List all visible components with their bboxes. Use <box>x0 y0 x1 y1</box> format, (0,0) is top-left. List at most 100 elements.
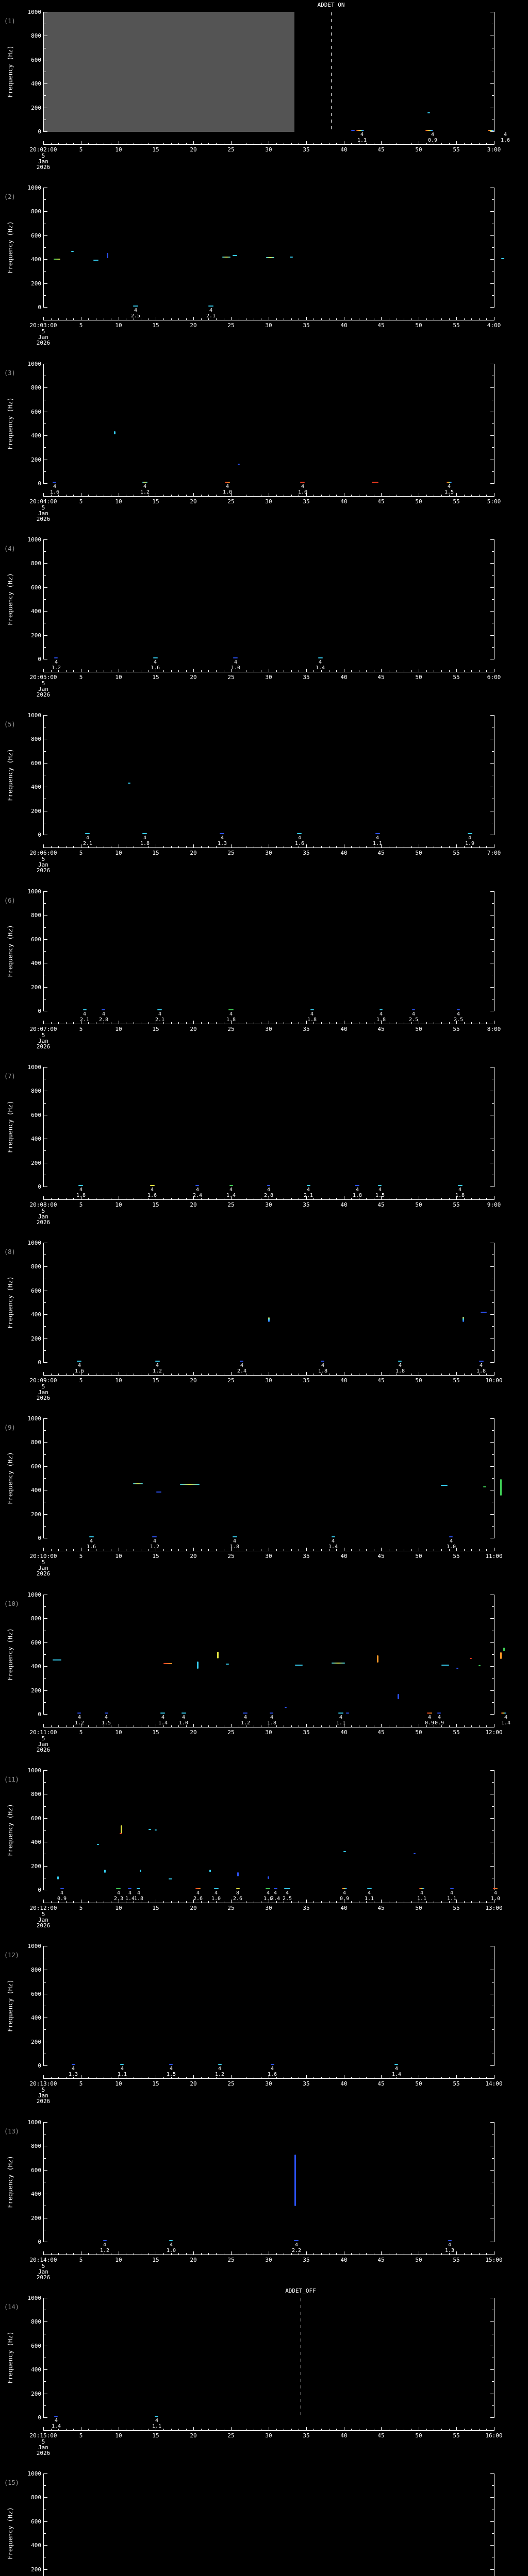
time-tick <box>193 1724 194 1727</box>
time-tick <box>321 2253 322 2255</box>
time-tick <box>88 846 89 848</box>
end-time-label: 8:00 <box>487 1026 501 1032</box>
detection-mark <box>133 1483 143 1484</box>
freq-tick-label: 1000 <box>27 2470 42 2477</box>
time-tick <box>479 2253 480 2255</box>
start-time-label: 20:05:00 <box>29 674 57 681</box>
freq-axis <box>43 1946 44 2066</box>
call-score-label: 1.6 <box>86 1544 96 1550</box>
time-tick <box>163 1374 164 1375</box>
time-tick-label: 55 <box>453 850 460 856</box>
freq-tick <box>490 1362 494 1363</box>
freq-tick <box>44 199 46 200</box>
time-tick-label: 25 <box>227 1201 235 1208</box>
time-tick <box>208 1374 209 1375</box>
time-tick <box>276 670 277 672</box>
freq-tick-label: 400 <box>31 784 41 790</box>
time-tick-label: 15 <box>152 2432 159 2439</box>
time-tick <box>321 2077 322 2078</box>
time-tick-label: 25 <box>227 1553 235 1560</box>
call-count-label: 4 <box>378 1187 382 1193</box>
time-tick <box>148 1198 149 1199</box>
time-tick <box>351 1901 352 1903</box>
time-tick <box>88 1374 89 1375</box>
detection-mark <box>274 1888 277 1889</box>
freq-tick <box>492 247 494 248</box>
freq-tick <box>44 2381 46 2382</box>
time-tick <box>366 1549 367 1551</box>
freq-axis-title: Frequency (Hz) <box>7 1452 14 1504</box>
call-score-label: 1.0 <box>446 1544 456 1550</box>
time-tick <box>456 493 457 496</box>
freq-tick <box>490 2473 494 2474</box>
time-tick <box>276 1549 277 1551</box>
time-tick <box>186 495 187 496</box>
time-tick <box>464 495 465 496</box>
detection-mark <box>310 1009 314 1010</box>
time-tick <box>66 318 67 320</box>
call-score-label: 1.1 <box>152 2424 162 2429</box>
time-tick <box>231 1372 232 1375</box>
time-tick <box>321 2429 322 2430</box>
call-count-label: 4 <box>60 1890 64 1896</box>
time-tick <box>171 2253 172 2255</box>
call-score-label: 1.2 <box>240 1720 251 1726</box>
time-tick <box>441 1549 442 1551</box>
call-count-label: 4 <box>117 1890 121 1896</box>
end-time-label: 16:00 <box>485 2432 503 2439</box>
time-tick-label: 5 <box>79 146 83 153</box>
call-score-label: 1.1 <box>117 2072 127 2077</box>
freq-tick-label: 1000 <box>27 888 42 895</box>
freq-tick <box>490 2569 494 2570</box>
time-tick <box>66 1901 67 1903</box>
detection-mark <box>209 1870 211 1872</box>
call-count-label: 4 <box>128 1890 132 1896</box>
time-tick <box>58 1901 59 1903</box>
call-count-label: 4 <box>285 1890 289 1896</box>
time-tick-label: 25 <box>227 1377 235 1384</box>
time-tick <box>426 2429 427 2430</box>
call-count-label: 4 <box>209 308 213 313</box>
freq-tick-label: 1000 <box>27 1415 42 1422</box>
time-tick <box>58 1374 59 1375</box>
call-score-label: 2.1 <box>206 313 216 319</box>
detection-mark <box>182 1713 186 1714</box>
date-label: 5 <box>41 152 45 159</box>
freq-axis-title: Frequency (Hz) <box>7 1100 14 1153</box>
freq-tick-label: 200 <box>31 456 41 463</box>
time-tick <box>351 1549 352 1551</box>
date-label: 5 <box>41 2438 45 2445</box>
freq-tick <box>44 1478 46 1479</box>
panel-index-label: (15) <box>4 2479 19 2486</box>
time-tick <box>231 844 232 848</box>
start-time-label: 20:04:00 <box>29 498 57 505</box>
freq-tick-label: 400 <box>31 2191 41 2197</box>
time-tick <box>148 1374 149 1375</box>
time-tick <box>381 317 382 320</box>
freq-tick <box>490 1714 494 1715</box>
time-tick <box>321 1022 322 1024</box>
detection-mark <box>97 1844 99 1845</box>
time-tick-label: 40 <box>340 1729 348 1736</box>
end-time-label: 10:00 <box>485 1377 503 1384</box>
time-tick <box>208 1901 209 1903</box>
call-count-label: 4 <box>503 132 507 138</box>
time-tick <box>276 1725 277 1727</box>
call-count-label: 4 <box>394 2066 399 2072</box>
detection-mark <box>105 1713 108 1714</box>
time-tick <box>276 1901 277 1903</box>
detection-mark <box>332 1536 335 1537</box>
freq-tick <box>490 635 494 636</box>
time-tick-label: 40 <box>340 1905 348 1911</box>
time-tick <box>381 2427 382 2430</box>
detection-mark <box>195 1185 199 1186</box>
detection-mark <box>225 482 230 483</box>
no-data-box <box>43 12 294 132</box>
call-score-label: 1.1 <box>447 1896 457 1902</box>
time-tick <box>276 846 277 848</box>
time-tick <box>51 1901 52 1903</box>
start-time-label: 20:09:00 <box>29 1377 57 1384</box>
detection-mark <box>116 1888 121 1889</box>
call-score-label: 1.6 <box>147 1193 157 1198</box>
detection-mark <box>160 1713 165 1714</box>
